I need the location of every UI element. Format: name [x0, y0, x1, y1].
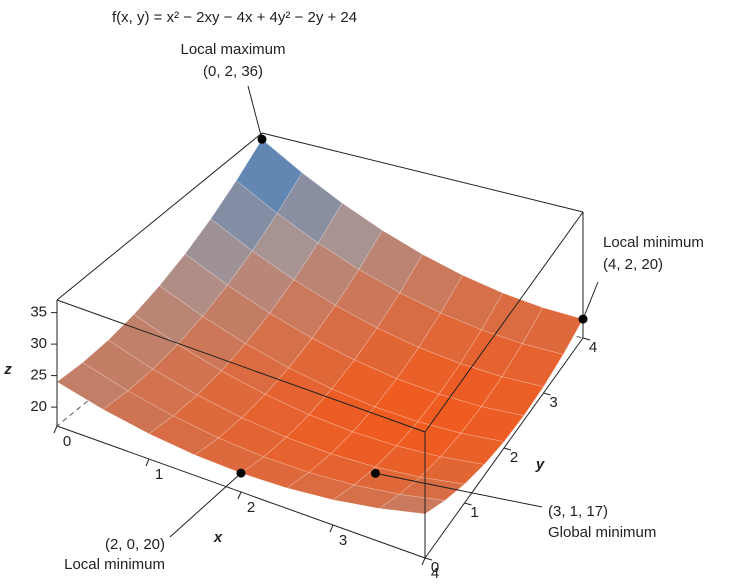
leader-line	[169, 472, 242, 538]
x-tick-label: 2	[247, 499, 255, 516]
annotation-label: Local minimum	[603, 234, 704, 251]
y-tick-label: 1	[470, 504, 478, 521]
y-tick-label: 4	[589, 339, 597, 356]
annotation-label: Local maximum	[180, 41, 285, 58]
annotation-label: Local minimum	[64, 556, 165, 573]
annotation-coords: (3, 1, 17)	[548, 503, 608, 520]
surface-patch	[501, 343, 564, 388]
annotation-coords: (0, 2, 36)	[203, 63, 263, 80]
box-edge	[56, 299, 426, 433]
z-axis-label: z	[3, 361, 12, 378]
x-tick	[145, 458, 150, 467]
y-tick	[543, 392, 551, 396]
surface-patch	[378, 493, 446, 515]
leader-line	[582, 281, 599, 320]
x-tick-label: 0	[63, 433, 71, 450]
z-tick-label: 25	[30, 367, 47, 384]
annotation-point	[370, 468, 380, 478]
leader-line	[247, 85, 263, 140]
x-tick-label: 3	[339, 532, 347, 549]
annotation-point	[257, 134, 267, 144]
leader-line	[375, 472, 543, 508]
x-tick-label: 1	[155, 466, 163, 483]
y-tick	[582, 337, 591, 341]
y-tick-label: 2	[510, 449, 518, 466]
y-tick	[464, 502, 472, 506]
x-tick	[329, 524, 334, 533]
z-tick-label: 30	[30, 335, 47, 352]
annotation-label: Global minimum	[548, 524, 656, 541]
annotation-point	[578, 314, 588, 324]
box-edge	[424, 211, 584, 433]
x-tick	[53, 425, 58, 434]
chart-title: f(x, y) = x² − 2xy − 4x + 4y² − 2y + 24	[112, 9, 357, 26]
y-tick	[424, 557, 433, 561]
x-tick	[421, 557, 426, 566]
z-tick-label: 35	[30, 304, 47, 321]
y-tick-label: 0	[431, 559, 439, 576]
y-tick	[503, 447, 512, 451]
annotation-point	[236, 468, 246, 478]
surface-patch	[398, 476, 466, 501]
y-tick-label: 3	[549, 394, 557, 411]
x-tick-label: 4	[431, 565, 439, 582]
y-axis-label: y	[535, 456, 545, 473]
box-edge	[56, 132, 263, 301]
z-tick-label: 20	[30, 398, 47, 415]
x-tick	[237, 491, 242, 500]
annotation-coords: (4, 2, 20)	[603, 256, 663, 273]
annotation-coords: (2, 0, 20)	[105, 536, 165, 553]
box-edge	[261, 132, 584, 213]
x-axis-label: x	[213, 529, 223, 546]
